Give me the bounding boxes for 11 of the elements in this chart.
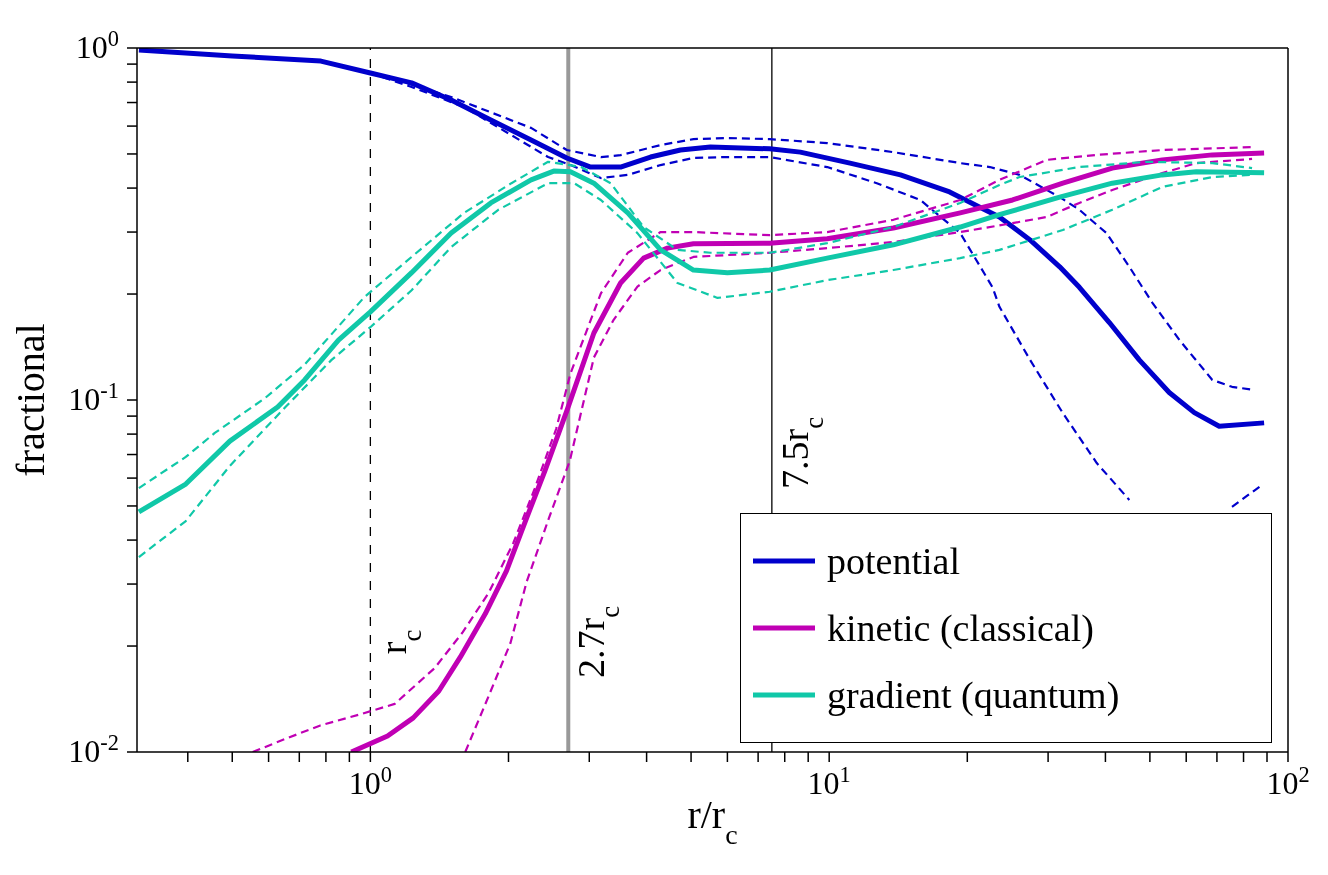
x-tick-label: 10$^{2}$ bbox=[1266, 761, 1310, 801]
x-tick-label: 10$^{0}$ bbox=[348, 761, 392, 801]
x-tick-label: 10$^{1}$ bbox=[807, 761, 851, 801]
y-tick-label: 10$^{0}$ bbox=[75, 25, 119, 65]
y-tick-label: 10$^{-1}$ bbox=[68, 377, 119, 417]
legend-label: potential bbox=[827, 539, 960, 584]
y-tick-label: 10$^{-2}$ bbox=[68, 729, 119, 769]
legend-label: kinetic (classical) bbox=[827, 606, 1094, 650]
legend-label: gradient (quantum) bbox=[827, 672, 1120, 717]
y-axis-title: fractional bbox=[8, 323, 53, 477]
x-axis-title: r/r$_{c}$ bbox=[687, 792, 738, 850]
